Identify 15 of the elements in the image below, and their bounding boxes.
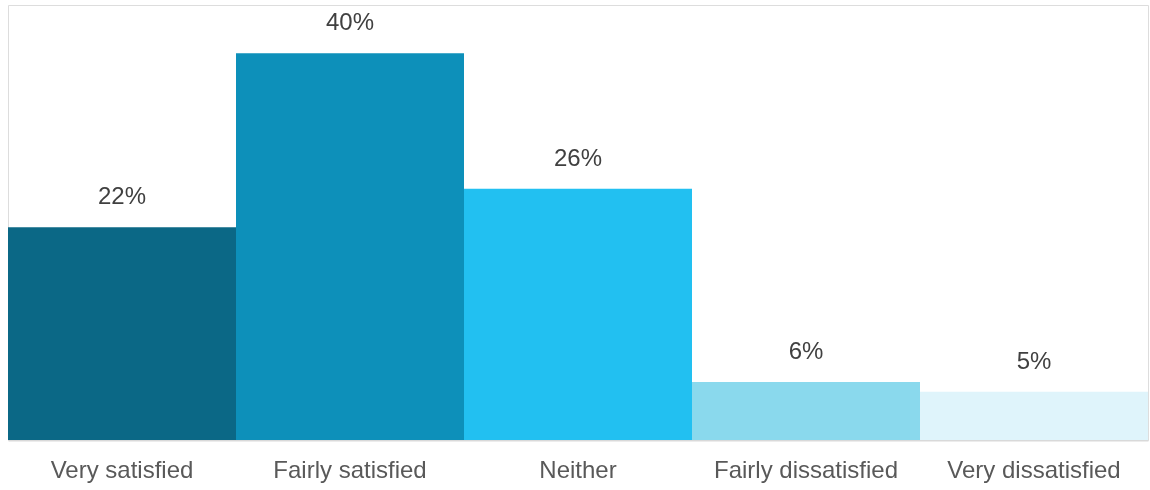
x-tick-label: Very dissatisfied: [947, 455, 1121, 483]
data-label: 40%: [325, 8, 375, 36]
x-tick-label: Very satisfied: [50, 455, 194, 483]
x-tick-label: Neither: [539, 455, 617, 483]
bar: [8, 227, 236, 440]
x-tick-label: Fairly dissatisfied: [713, 455, 899, 483]
data-label: 6%: [788, 337, 824, 364]
bar: [236, 53, 464, 440]
data-label: 22%: [97, 182, 147, 210]
bar: [920, 391, 1148, 440]
bar: [464, 188, 692, 440]
data-label: 5%: [1016, 346, 1052, 374]
bar: [692, 382, 920, 440]
data-label: 26%: [553, 143, 603, 171]
x-tick-label: Fairly satisfied: [273, 455, 427, 483]
